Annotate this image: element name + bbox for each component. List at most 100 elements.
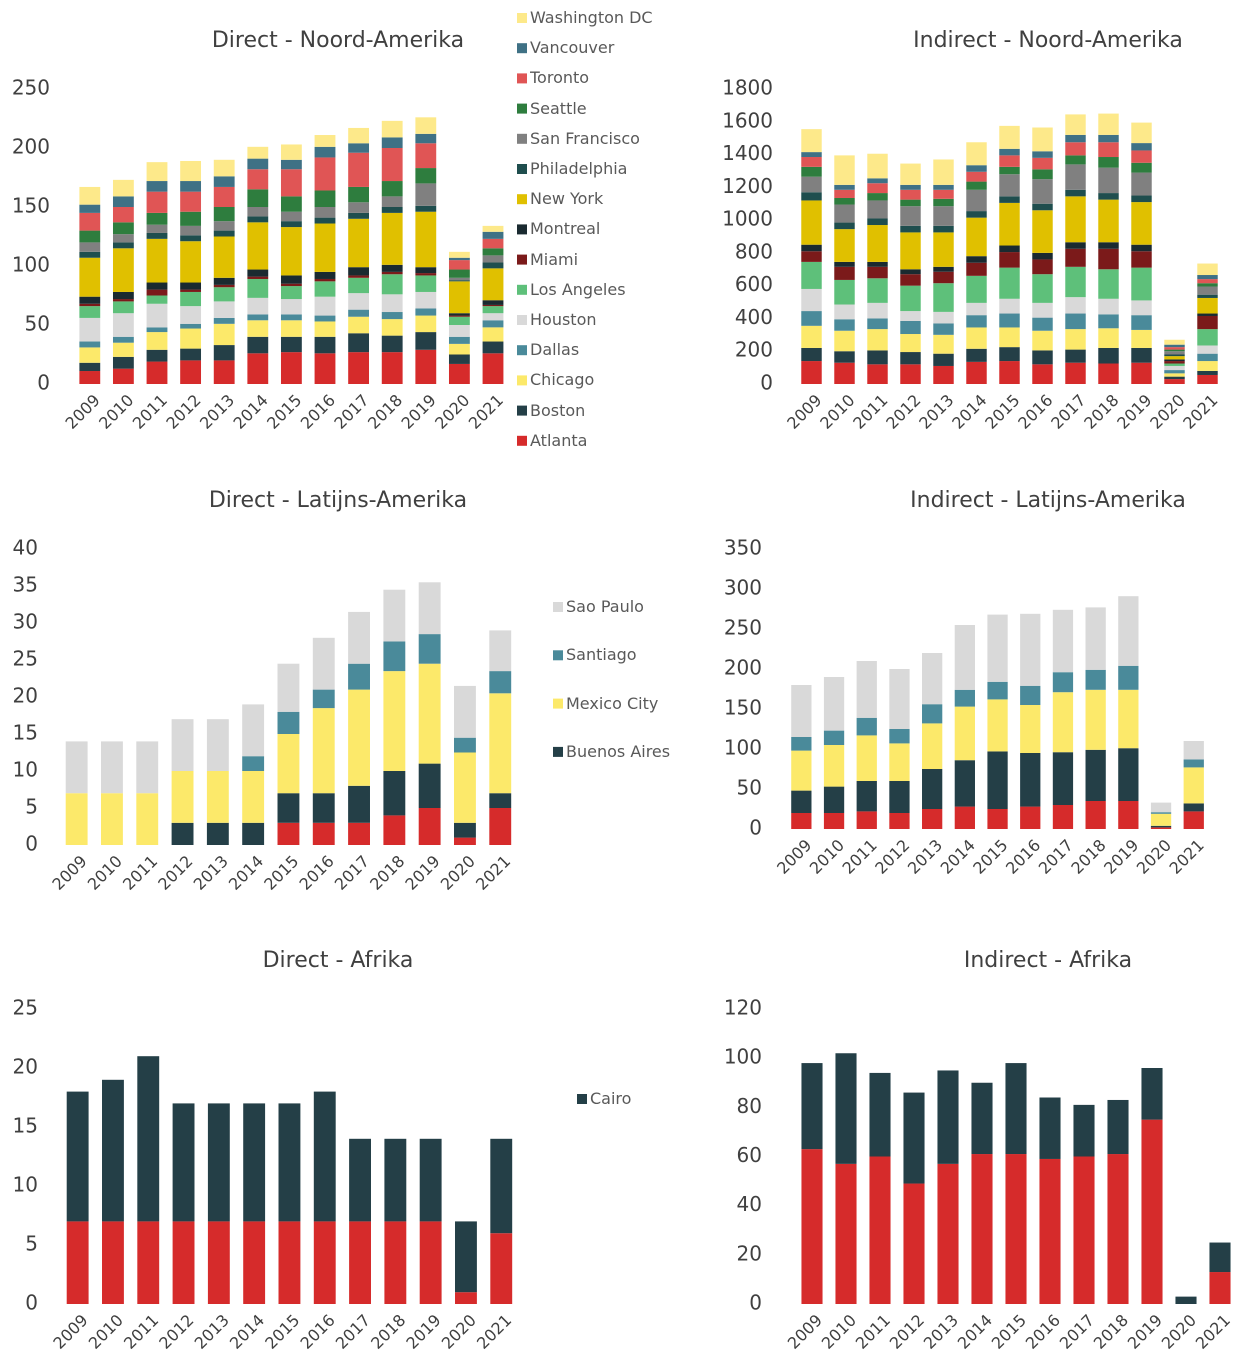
bar-segment [966,217,987,257]
bar-segment [1065,164,1086,190]
bar-segment [999,166,1020,175]
bar-segment [933,184,954,190]
legend-label: Miami [530,250,578,269]
bar-segment [1164,363,1185,366]
x-tick-label: 2010 [84,852,126,894]
y-tick-label: 10 [13,758,38,782]
bar-segment [867,225,888,262]
bar-segment [180,360,202,384]
bar-segment [1032,259,1053,275]
x-tick-label: 2021 [465,391,507,433]
bar-segment [101,741,123,794]
y-tick-label: 0 [749,816,762,840]
bar-segment [1141,1119,1163,1304]
bar-segment [1183,759,1204,768]
bar-segment [79,317,101,342]
legend-label: Los Angeles [530,280,626,299]
bar-segment [381,207,403,213]
bar-segment [966,256,987,263]
bar-segment [1197,345,1218,354]
bar-segment [384,1221,407,1304]
bar-segment [867,183,888,194]
bar-segment [314,281,336,297]
bar-segment [1118,689,1139,749]
bar-segment [834,222,855,230]
bar-segment [801,129,822,153]
bar-segment [1164,347,1185,350]
bar-segment [834,330,855,352]
bar-segment [314,296,336,316]
bar-segment [448,313,470,316]
bar-segment [348,293,370,310]
y-tick-label: 100 [724,736,762,760]
bar-segment [922,704,943,724]
bar-segment [448,260,470,270]
chart-title: Direct - Latijns-Amerika [209,488,467,513]
bar-segment [247,276,269,279]
bar-segment [1098,363,1119,384]
bar-segment [1164,356,1185,360]
x-tick-label: 2012 [871,836,913,878]
bar-segment [313,1091,336,1222]
bar-segment [146,212,168,225]
x-tick-label: 2009 [784,1311,826,1353]
bar-segment [900,184,921,190]
bar-segment [418,808,441,845]
bar-segment [1032,151,1053,158]
bar-segment [801,157,822,167]
bar-segment [277,793,300,823]
y-tick-label: 1200 [722,174,773,198]
x-tick-label: 2015 [988,1311,1030,1353]
bar-segment [1150,813,1172,826]
legend-label: Vancouver [530,38,614,57]
bar-segment [146,361,168,384]
bar-segment [1065,114,1086,135]
x-tick-label: 2011 [120,1311,162,1353]
x-tick-label: 2010 [818,1311,860,1353]
bar-segment [280,320,302,337]
bar-segment [1098,193,1119,200]
bar-segment [213,159,235,177]
x-tick-label: 2014 [948,391,990,433]
y-tick-label: 50 [25,312,50,336]
bar-segment [180,323,202,329]
bar-segment [482,304,504,307]
bar-segment [1085,749,1106,801]
bar-segment [280,275,302,284]
y-tick-label: 5 [25,795,38,819]
bar-segment [801,261,822,289]
legend-label: Toronto [530,68,589,87]
bar-segment [1098,157,1119,168]
x-tick-label: 2011 [129,391,171,433]
bar-segment [247,297,269,315]
bar-segment [79,230,101,243]
x-tick-label: 2019 [1113,391,1155,433]
bar-segment [112,179,134,197]
legend-label: San Francisco [530,129,640,148]
bar-segment [1005,1063,1027,1155]
bar-segment [1098,142,1119,158]
x-tick-label: 2015 [260,852,302,894]
legend-text: New York [530,189,604,209]
bar-segment [1164,379,1185,384]
bar-segment [312,793,335,823]
bar-segment [889,729,910,744]
x-tick-label: 2013 [920,1311,962,1353]
bar-segment [1020,806,1041,829]
bar-segment [146,191,168,213]
bar-segment [146,327,168,333]
bar-segment [448,354,470,364]
bar-segment [79,257,101,297]
chart-title: Indirect - Afrika [964,948,1132,973]
bar-segment [1098,242,1119,249]
bar-segment [1032,350,1053,365]
legend-text: Atlanta [530,430,588,450]
bar-segment [454,822,476,838]
bar-segment [1065,313,1086,330]
bar-segment [933,232,954,267]
bar-segment [867,329,888,351]
bar-segment [1098,167,1119,194]
bar-segment [247,336,269,354]
bar-segment [112,248,134,292]
bar-segment [1065,155,1086,165]
